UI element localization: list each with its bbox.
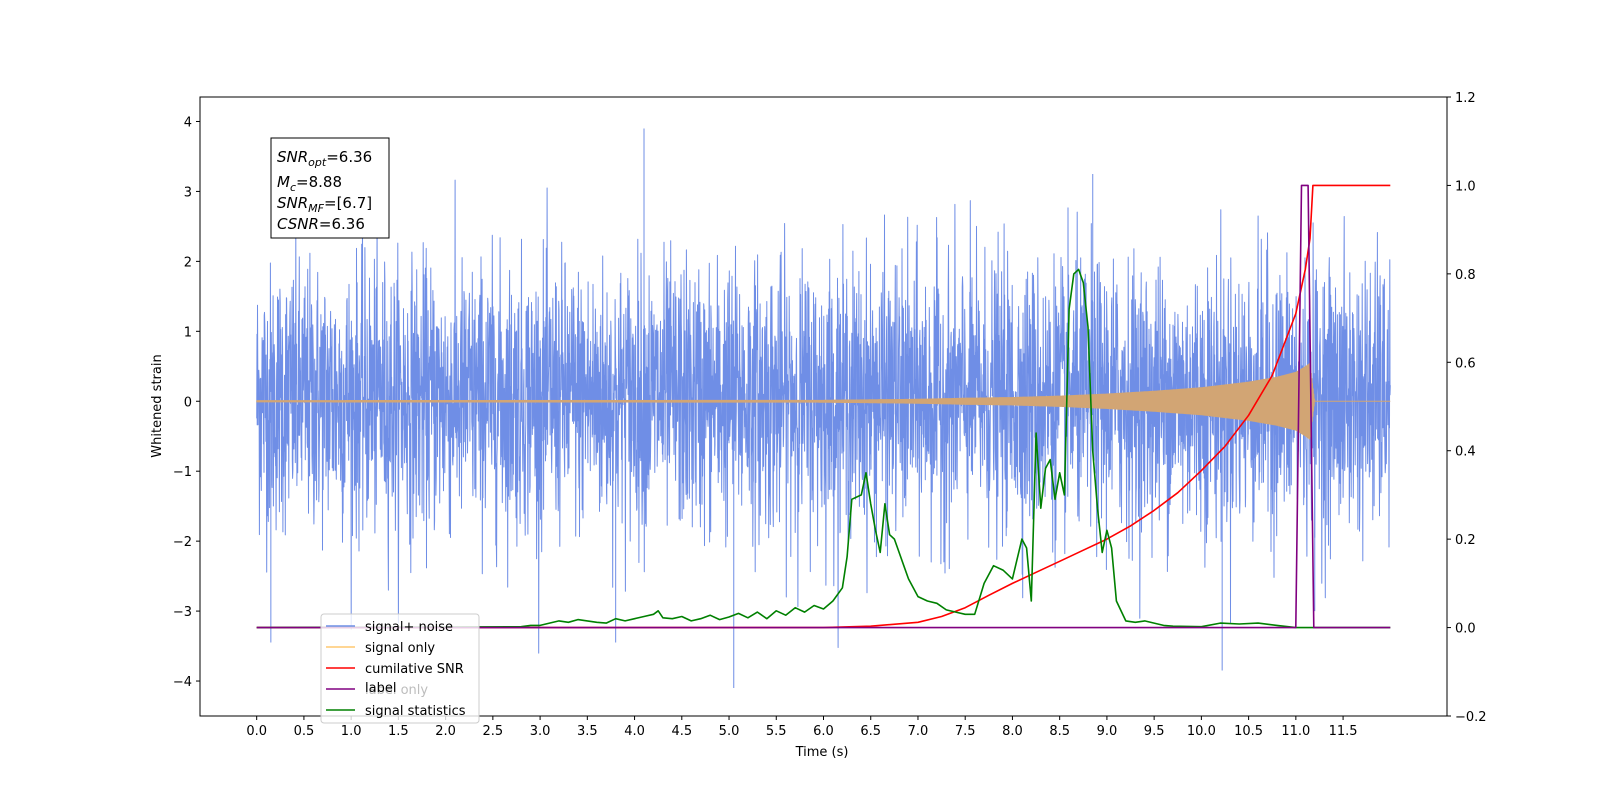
label-line xyxy=(256,184,1391,629)
y-tick-label: −1 xyxy=(173,465,192,480)
signal-statistics-line xyxy=(256,268,1391,629)
legend-frame xyxy=(320,613,480,724)
x-tick-label: 9.0 xyxy=(1097,724,1118,739)
x-tick-label: 3.0 xyxy=(530,724,551,739)
legend-hidden-label-only: label only xyxy=(365,683,428,698)
x-tick-label: 11.5 xyxy=(1329,724,1358,739)
x-axis: 0.0 0.5 1.0 1.5 2.0 2.5 3.0 3.5 4.0 4.5 5.0 5.5 6.0 6… xyxy=(246,716,1358,739)
x-tick-label: 3.5 xyxy=(577,724,598,739)
x-tick-label: 8.0 xyxy=(1002,724,1023,739)
annotation-csnr: CSNR=6.36 xyxy=(277,215,365,233)
annotation-snr-mf: SNRMF=[6.7] xyxy=(277,194,372,215)
y-tick-label: −3 xyxy=(173,605,192,620)
y-tick-label: −2 xyxy=(173,535,192,550)
y-tick-label: −4 xyxy=(173,675,192,690)
x-tick-label: 7.0 xyxy=(908,724,929,739)
y-axis-left: 4 3 2 1 0 −1 −2 −3 −4 xyxy=(173,115,200,690)
signal-only-line xyxy=(256,362,1391,440)
annotation-chirp-mass: Mc=8.88 xyxy=(277,173,342,194)
y-right-tick-label: 1.0 xyxy=(1455,179,1476,194)
x-tick-label: 11.0 xyxy=(1281,724,1310,739)
annotation-box: SNRopt=6.36 Mc=8.88 SNRMF=[6.7] CSNR=6.3… xyxy=(270,137,390,239)
y-tick-label: 4 xyxy=(184,115,192,130)
y-tick-label: 1 xyxy=(184,325,192,340)
x-tick-label: 0.0 xyxy=(246,724,267,739)
legend-label-signal-only: signal only xyxy=(365,641,435,656)
x-tick-label: 2.5 xyxy=(483,724,504,739)
y-right-tick-label: 0.8 xyxy=(1455,268,1476,283)
x-tick-label: 10.5 xyxy=(1234,724,1263,739)
x-tick-label: 5.0 xyxy=(719,724,740,739)
x-tick-label: 6.5 xyxy=(860,724,881,739)
legend-label-label: label xyxy=(365,681,396,696)
annotation-snr-opt: SNRopt=6.36 xyxy=(277,148,372,169)
y-right-tick-label: −0.2 xyxy=(1455,710,1487,725)
y-right-tick-label: 0.2 xyxy=(1455,533,1476,548)
y-axis-label: Whitened strain xyxy=(150,354,165,457)
y-axis-right: 1.2 1.0 0.8 0.6 0.4 0.2 0.0 −0.2 xyxy=(1447,91,1487,725)
x-tick-label: 2.0 xyxy=(435,724,456,739)
y-tick-label: 0 xyxy=(184,395,192,410)
y-right-tick-label: 0.0 xyxy=(1455,622,1476,637)
x-tick-label: 1.0 xyxy=(341,724,362,739)
legend-label-cumulative-snr: cumilative SNR xyxy=(365,662,464,677)
signal-only-series xyxy=(256,362,1391,440)
legend-label-signal-noise: signal+ noise xyxy=(365,620,453,635)
x-tick-label: 1.5 xyxy=(388,724,409,739)
x-tick-label: 4.5 xyxy=(671,724,692,739)
x-axis-label: Time (s) xyxy=(795,745,849,760)
y-right-tick-label: 0.4 xyxy=(1455,445,1476,460)
x-tick-label: 8.5 xyxy=(1049,724,1070,739)
x-tick-label: 9.5 xyxy=(1144,724,1165,739)
legend: signal+ noise signal only cumilative SNR… xyxy=(320,613,480,724)
legend-label-signal-statistics: signal statistics xyxy=(365,704,466,719)
x-tick-label: 0.5 xyxy=(294,724,315,739)
y-right-tick-label: 1.2 xyxy=(1455,91,1476,106)
y-tick-label: 3 xyxy=(184,185,192,200)
y-right-tick-label: 0.6 xyxy=(1455,356,1476,371)
x-tick-label: 5.5 xyxy=(766,724,787,739)
x-tick-label: 4.0 xyxy=(624,724,645,739)
x-tick-label: 7.5 xyxy=(955,724,976,739)
cumulative-snr-line xyxy=(256,184,1391,629)
x-tick-label: 10.0 xyxy=(1187,724,1216,739)
right-axis-series xyxy=(256,184,1391,629)
x-tick-label: 6.0 xyxy=(813,724,834,739)
y-tick-label: 2 xyxy=(184,255,192,270)
